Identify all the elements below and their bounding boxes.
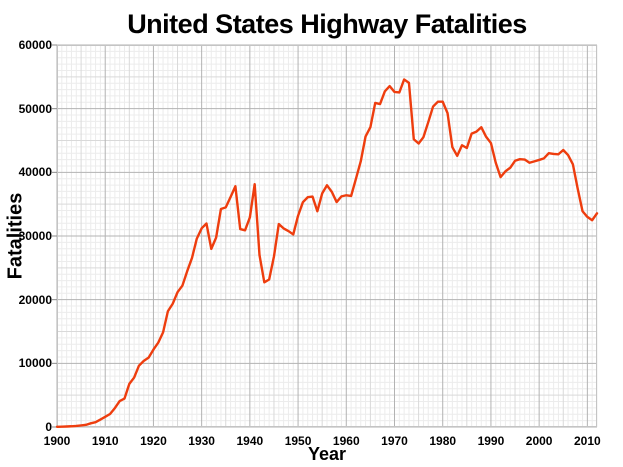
y-tick-label: 60000 [18, 38, 52, 52]
plot-border [57, 45, 597, 427]
x-tick-label: 1950 [284, 434, 312, 448]
x-tick-label: 1990 [477, 434, 505, 448]
x-tick-label: 2000 [525, 434, 553, 448]
chart-canvas [52, 44, 599, 428]
y-tick-label: 10000 [18, 356, 52, 371]
x-tick-label: 2010 [573, 434, 601, 448]
x-tick-label: 1970 [381, 434, 408, 448]
x-axis-title: Year [307, 444, 347, 464]
x-tick-label: 1920 [140, 434, 167, 448]
x-tick-label: 1900 [43, 434, 71, 448]
x-tick-label: 1930 [188, 434, 215, 448]
chart-title: United States Highway Fatalities [127, 9, 527, 39]
y-tick-label: 20000 [18, 292, 52, 307]
y-tick-label: 30000 [18, 229, 52, 243]
x-tick-label: 1910 [91, 434, 119, 448]
x-tick-label: 1980 [429, 434, 457, 448]
y-tick-label: 50000 [18, 101, 52, 116]
x-tick-label: 1960 [332, 434, 360, 448]
fatalities-line [55, 78, 599, 428]
x-tick-label: 1940 [236, 434, 264, 448]
y-tick-label: 0 [45, 420, 52, 434]
y-tick-label: 40000 [18, 165, 52, 180]
plot-area [52, 44, 599, 428]
